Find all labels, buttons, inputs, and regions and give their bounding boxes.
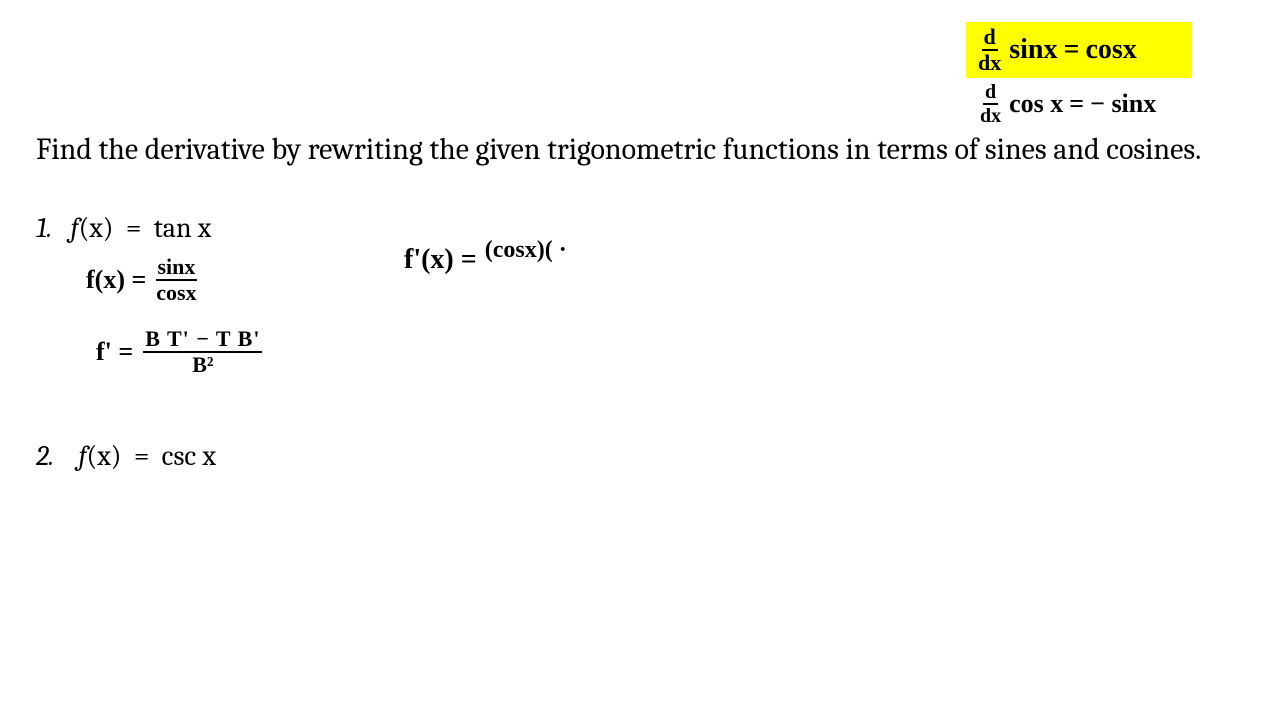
rule2-fn: cos x (1009, 89, 1063, 119)
rule2-lhs-frac: d dx (978, 82, 1003, 126)
p2-fn-of: (x) (87, 440, 122, 472)
problem-1: 1. f(x) = tan x (36, 212, 211, 244)
prompt-text: Find the derivative by rewriting the giv… (36, 132, 1201, 167)
p1-line1-frac: sinx cosx (154, 256, 198, 304)
rule1-rhs: cosx (1085, 34, 1136, 66)
p1-fn-of: (x) (79, 212, 114, 244)
rule1-eq: = (1064, 34, 1080, 66)
rule2-num: d (983, 82, 998, 105)
p2-eq: = (134, 440, 150, 472)
p1-work-right: f'(x) = (cosx)( · (404, 244, 567, 276)
rule2-eq: = (1069, 89, 1084, 119)
derivative-rule-sin-highlight: d dx sinx = cosx (966, 22, 1192, 78)
p1-work-line1: f(x) = sinx cosx (86, 256, 199, 304)
p1-work-lhs: f'(x) = (404, 244, 477, 276)
p1-line1-den: cosx (154, 281, 198, 304)
p1-eq: = (126, 212, 142, 244)
p1-line1-num: sinx (156, 256, 198, 281)
p1-fn-label: f (71, 212, 79, 244)
p1-fn-expr: tan x (154, 212, 212, 244)
problem-2: 2. f(x) = csc x (36, 440, 216, 472)
p1-line2-den: B² (190, 353, 215, 376)
rule2-den: dx (978, 105, 1003, 126)
p1-line1-lhs: f(x) = (86, 265, 146, 295)
p1-line2-num: B T' − T B' (143, 328, 262, 353)
p1-work-line2: f' = B T' − T B' B² (96, 328, 262, 376)
p2-fn-expr: csc x (162, 440, 216, 472)
derivative-rule-cos: d dx cos x = − sinx (978, 82, 1156, 126)
rule1-num: d (982, 26, 998, 51)
rule1-den: dx (976, 51, 1003, 74)
rule1-fn: sinx (1009, 34, 1057, 66)
p1-line2-lhs: f' = (96, 337, 133, 367)
p2-number: 2. (36, 440, 54, 472)
rule1-lhs-frac: d dx (976, 26, 1003, 74)
rule2-rhs: − sinx (1090, 89, 1156, 119)
p1-number: 1. (36, 212, 52, 244)
p1-line2-frac: B T' − T B' B² (143, 328, 262, 376)
p1-work-rhs: (cosx)( · (485, 237, 567, 264)
p2-fn-label: f (79, 440, 87, 472)
